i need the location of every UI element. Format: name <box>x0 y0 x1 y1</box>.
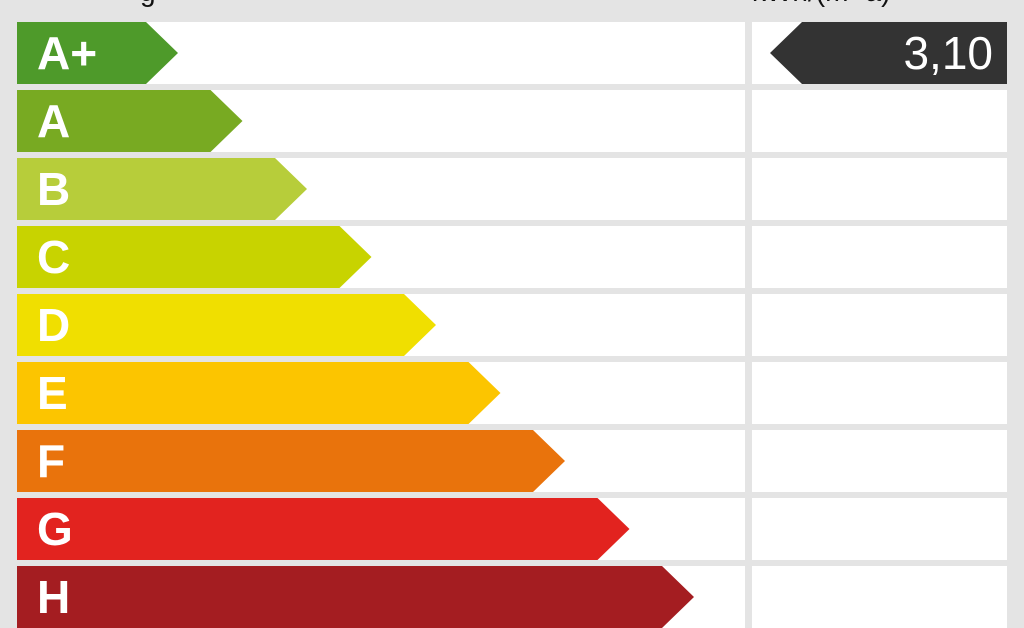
rating-bar-G: G <box>17 498 630 560</box>
value-cell-H <box>752 566 1007 628</box>
rating-bar-A: A <box>17 90 243 152</box>
value-cell-E <box>752 362 1007 424</box>
rating-row-A+: A+ <box>17 22 745 84</box>
rating-row-B: B <box>17 158 745 220</box>
rating-row-G: G <box>17 498 745 560</box>
rating-label: C <box>37 231 71 283</box>
rating-label: G <box>37 503 73 555</box>
value-cell-F <box>752 430 1007 492</box>
rating-label: D <box>37 299 71 351</box>
value-cell-G <box>752 498 1007 560</box>
rating-label: B <box>37 163 71 215</box>
value-indicator: 3,10 <box>770 22 1007 84</box>
title-fragment: g <box>140 0 156 8</box>
rating-bar-A+: A+ <box>17 22 178 84</box>
value-cell-C <box>752 226 1007 288</box>
rating-row-H: H <box>17 566 745 628</box>
value-cell-B <box>752 158 1007 220</box>
rating-label: E <box>37 367 68 419</box>
rating-row-A: A <box>17 90 745 152</box>
rating-label: H <box>37 571 71 623</box>
value-cell-A <box>752 90 1007 152</box>
rating-bar-C: C <box>17 226 372 288</box>
unit-label: kWh/(m² a) <box>752 0 890 8</box>
value-cell-D <box>752 294 1007 356</box>
rating-bar-D: D <box>17 294 436 356</box>
rating-row-F: F <box>17 430 745 492</box>
rating-bar-E: E <box>17 362 501 424</box>
value-cell-A+: 3,10 <box>752 22 1007 84</box>
rating-label: F <box>37 435 66 487</box>
rating-label: A <box>37 95 71 147</box>
rating-label: A+ <box>37 27 98 79</box>
rating-row-E: E <box>17 362 745 424</box>
value-text: 3,10 <box>903 27 993 79</box>
rating-bar-B: B <box>17 158 307 220</box>
rating-bar-F: F <box>17 430 565 492</box>
rating-bar-H: H <box>17 566 694 628</box>
rating-row-D: D <box>17 294 745 356</box>
rating-row-C: C <box>17 226 745 288</box>
